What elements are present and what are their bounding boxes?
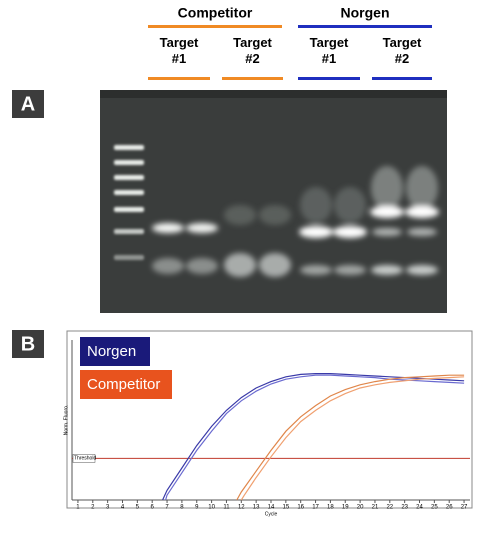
group-label: Norgen: [341, 5, 390, 21]
target-label-line: Target: [383, 35, 422, 50]
legend-box: [80, 370, 172, 399]
legend-box: [80, 337, 150, 366]
x-tick-label: 5: [136, 505, 140, 511]
group-bar: [298, 25, 432, 28]
x-tick-label: 1: [76, 505, 80, 511]
amplification-curve: [240, 376, 465, 501]
target-label-line: Target: [233, 35, 272, 50]
legend-label: Competitor: [87, 376, 160, 393]
x-tick-label: 14: [268, 505, 275, 511]
x-tick-label: 19: [342, 505, 349, 511]
panel-label: B: [21, 333, 35, 355]
target-bar: [298, 77, 360, 80]
x-tick-label: 16: [297, 505, 304, 511]
x-tick-label: 20: [357, 505, 364, 511]
target-label: Target #2: [383, 35, 422, 66]
x-tick-label: 9: [195, 505, 199, 511]
panel-label: A: [21, 93, 35, 115]
amplification-curve: [236, 374, 465, 501]
x-tick-label: 21: [372, 505, 379, 511]
target-label: Target #1: [160, 35, 199, 66]
x-tick-label: 22: [386, 505, 393, 511]
target-label-line: #2: [395, 51, 409, 66]
x-tick-label: 25: [431, 505, 438, 511]
x-tick-label: 3: [106, 505, 110, 511]
target-label: Target #1: [310, 35, 349, 66]
gel-image: [100, 90, 447, 313]
threshold-label-box: [72, 454, 96, 463]
threshold-label: Threshold: [74, 456, 96, 462]
legend-label: Norgen: [87, 343, 136, 360]
x-tick-label: 27: [461, 505, 468, 511]
x-tick-label: 8: [180, 505, 184, 511]
target-bar: [372, 77, 432, 80]
target-label: Target #2: [233, 35, 272, 66]
target-label-line: #2: [245, 51, 259, 66]
x-tick-label: 2: [91, 505, 95, 511]
x-tick-label: 11: [223, 505, 230, 511]
x-tick-label: 23: [401, 505, 408, 511]
x-tick-label: 15: [283, 505, 290, 511]
target-label-line: Target: [160, 35, 199, 50]
x-tick-label: 7: [165, 505, 169, 511]
x-tick-label: 18: [327, 505, 334, 511]
y-axis-label: Norm. Fluoro.: [63, 405, 69, 436]
target-label-line: Target: [310, 35, 349, 50]
target-bar: [148, 77, 210, 80]
x-tick-label: 17: [312, 505, 319, 511]
panel-label-box: [12, 90, 44, 118]
group-label: Competitor: [178, 5, 253, 21]
target-label-line: #1: [322, 51, 336, 66]
x-tick-label: 6: [151, 505, 155, 511]
amplification-curve: [162, 373, 465, 501]
target-bar: [222, 77, 283, 80]
x-tick-label: 13: [253, 505, 260, 511]
panel-label-box: [12, 330, 44, 358]
x-tick-label: 24: [416, 505, 423, 511]
target-label-line: #1: [172, 51, 186, 66]
x-tick-label: 4: [121, 505, 125, 511]
group-bar: [148, 25, 282, 28]
x-tick-label: 12: [238, 505, 245, 511]
x-axis-label: Cycle: [265, 511, 278, 517]
x-tick-label: 26: [446, 505, 453, 511]
x-tick-label: 10: [208, 505, 215, 511]
